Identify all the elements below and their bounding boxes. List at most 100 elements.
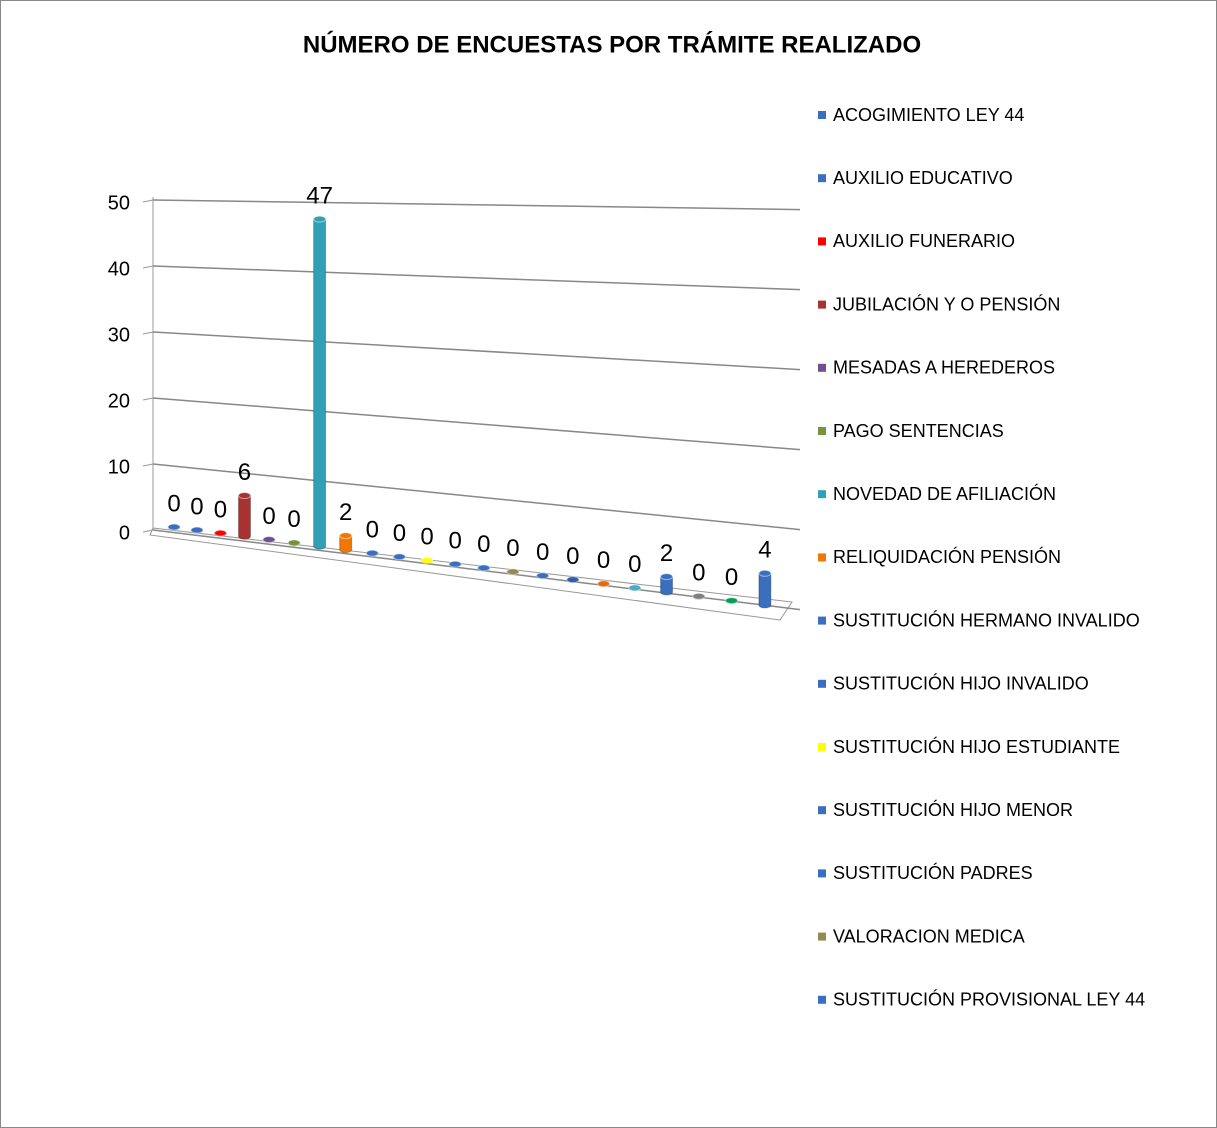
cylinder-top [660, 573, 674, 581]
grid-line [152, 397, 801, 451]
legend-swatch [818, 553, 826, 562]
cylinder-top [287, 539, 301, 547]
grid-line [152, 331, 801, 371]
legend-label: SUSTITUCIÓN HERMANO INVALIDO [833, 609, 1140, 630]
cylinder-top [566, 576, 580, 584]
data-label: 0 [167, 490, 180, 517]
legend-label: SUSTITUCIÓN PADRES [833, 862, 1033, 883]
cylinder-body [660, 576, 674, 596]
cylinder-top [339, 532, 353, 540]
legend-label: JUBILACIÓN Y O PENSIÓN [833, 293, 1060, 314]
grid-line [152, 265, 801, 291]
grid-line [152, 463, 801, 531]
legend-swatch [818, 806, 826, 815]
data-label: 0 [190, 493, 203, 520]
cylinder-top [506, 568, 520, 576]
cylinder-top [365, 549, 379, 557]
legend-label: AUXILIO FUNERARIO [833, 231, 1015, 251]
legend-swatch [818, 237, 826, 246]
cylinder [506, 568, 520, 576]
data-label: 0 [477, 531, 490, 558]
y-tick [142, 199, 154, 203]
cylinder [213, 529, 227, 537]
y-tick [142, 331, 154, 335]
legend-swatch [818, 363, 826, 372]
legend-label: RELIQUIDACIÓN PENSIÓN [833, 546, 1061, 567]
y-tick [142, 265, 154, 269]
cylinder [725, 597, 739, 605]
legend-label: SUSTITUCIÓN HIJO INVALIDO [833, 673, 1089, 694]
cylinder-top [536, 572, 550, 580]
cylinder [339, 532, 353, 554]
cylinder [237, 492, 251, 540]
cylinder [566, 576, 580, 584]
cylinder [628, 584, 642, 592]
legend-label: SUSTITUCIÓN HIJO MENOR [833, 799, 1073, 820]
cylinder-top [237, 492, 251, 500]
cylinder [420, 556, 434, 564]
cylinder-top [190, 526, 204, 534]
cylinder-body [758, 572, 772, 609]
data-label: 0 [692, 560, 705, 587]
cylinder [287, 539, 301, 547]
legend-label: AUXILIO EDUCATIVO [833, 168, 1013, 188]
data-label: 6 [238, 459, 251, 486]
y-tick [142, 529, 154, 533]
legend-label: ACOGIMIENTO LEY 44 [833, 105, 1024, 125]
cylinder [392, 553, 406, 561]
y-tick-label: 10 [108, 456, 130, 478]
cylinder [477, 564, 491, 572]
legend-swatch [818, 679, 826, 688]
cylinder-top [725, 597, 739, 605]
data-label: 4 [758, 537, 771, 564]
cylinder [448, 560, 462, 568]
legend-label: PAGO SENTENCIAS [833, 421, 1004, 441]
y-tick-label: 50 [108, 192, 130, 214]
cylinder-top [313, 215, 327, 223]
data-label: 0 [448, 527, 461, 554]
cylinder-top [597, 580, 611, 588]
legend-label: MESADAS A HEREDEROS [833, 358, 1055, 378]
cylinder-top [758, 569, 772, 577]
cylinder [692, 592, 706, 600]
y-tick-label: 30 [108, 324, 130, 346]
legend-swatch [818, 932, 826, 941]
floor [149, 527, 793, 621]
cylinder-body [237, 495, 251, 540]
chart-title: NÚMERO DE ENCUESTAS POR TRÁMITE REALIZAD… [303, 30, 921, 58]
legend-label: NOVEDAD DE AFILIACIÓN [833, 483, 1056, 504]
cylinder-top [420, 556, 434, 564]
legend-swatch [818, 995, 826, 1004]
cylinder [536, 572, 550, 580]
data-label: 0 [628, 551, 641, 578]
data-label: 0 [597, 547, 610, 574]
cylinder-top [167, 523, 181, 531]
data-label: 2 [339, 499, 352, 526]
grid-line [152, 529, 801, 611]
data-label: 0 [287, 506, 300, 533]
legend-swatch [818, 490, 826, 499]
cylinder-top [392, 553, 406, 561]
legend-swatch [818, 300, 826, 309]
data-label: 0 [566, 543, 579, 570]
cylinder-top [262, 536, 276, 544]
legend-swatch [818, 869, 826, 878]
y-tick-label: 40 [108, 258, 130, 280]
y-tick-label: 0 [119, 522, 130, 544]
cylinder [190, 526, 204, 534]
cylinder [262, 536, 276, 544]
data-label: 0 [506, 535, 519, 562]
cylinder [167, 523, 181, 531]
cylinder [758, 569, 772, 609]
cylinder-body [339, 535, 353, 554]
y-tick [142, 397, 154, 401]
cylinder-top [692, 592, 706, 600]
legend-swatch [818, 616, 826, 625]
legend-swatch [818, 427, 826, 435]
y-tick-label: 20 [108, 390, 130, 412]
legend-swatch [818, 111, 826, 119]
data-label: 0 [262, 503, 275, 530]
cylinder-body [313, 218, 327, 550]
